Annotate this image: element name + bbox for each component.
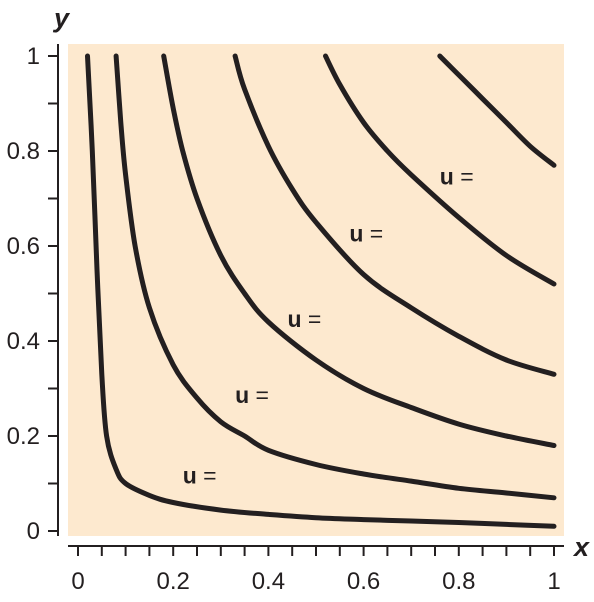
y-tick-label: 0.4 <box>7 328 40 355</box>
x-ticks: 0 0.2 0.4 0.6 0.8 1 <box>71 546 561 595</box>
y-tick-label: 0.2 <box>7 423 40 450</box>
x-tick-label: 0.8 <box>442 568 475 595</box>
curve-label-5: u = <box>440 163 474 189</box>
x-tick-label: 0 <box>71 568 84 595</box>
y-tick-label: 0.6 <box>7 233 40 260</box>
plot-background <box>68 44 564 536</box>
y-tick-label: 0.8 <box>7 138 40 165</box>
x-tick-label: 0.6 <box>347 568 380 595</box>
x-tick-label: 0.4 <box>252 568 285 595</box>
curve-labels: u = u = u = u = u = <box>183 163 474 488</box>
x-tick-label: 0.2 <box>157 568 190 595</box>
indifference-curve-2 <box>113 53 557 501</box>
x-axis-title: x <box>572 532 590 562</box>
indifference-curve-6 <box>437 53 557 168</box>
indifference-curve-3 <box>161 53 557 448</box>
indifference-curve-5 <box>323 53 557 287</box>
y-ticks: 0 0.2 0.4 0.6 0.8 1 <box>7 43 58 545</box>
indifference-curve-4 <box>232 53 557 377</box>
curve-label-3: u = <box>287 306 321 332</box>
curve-label-4: u = <box>349 220 383 246</box>
curve-label-1: u = <box>183 463 217 489</box>
indifference-curve-1 <box>85 53 557 529</box>
y-tick-label: 1 <box>27 43 40 70</box>
y-axis-title: y <box>52 3 71 33</box>
curve-label-2: u = <box>235 382 269 408</box>
y-tick-label: 0 <box>27 518 40 545</box>
curves <box>85 53 557 529</box>
x-tick-label: 1 <box>547 568 560 595</box>
